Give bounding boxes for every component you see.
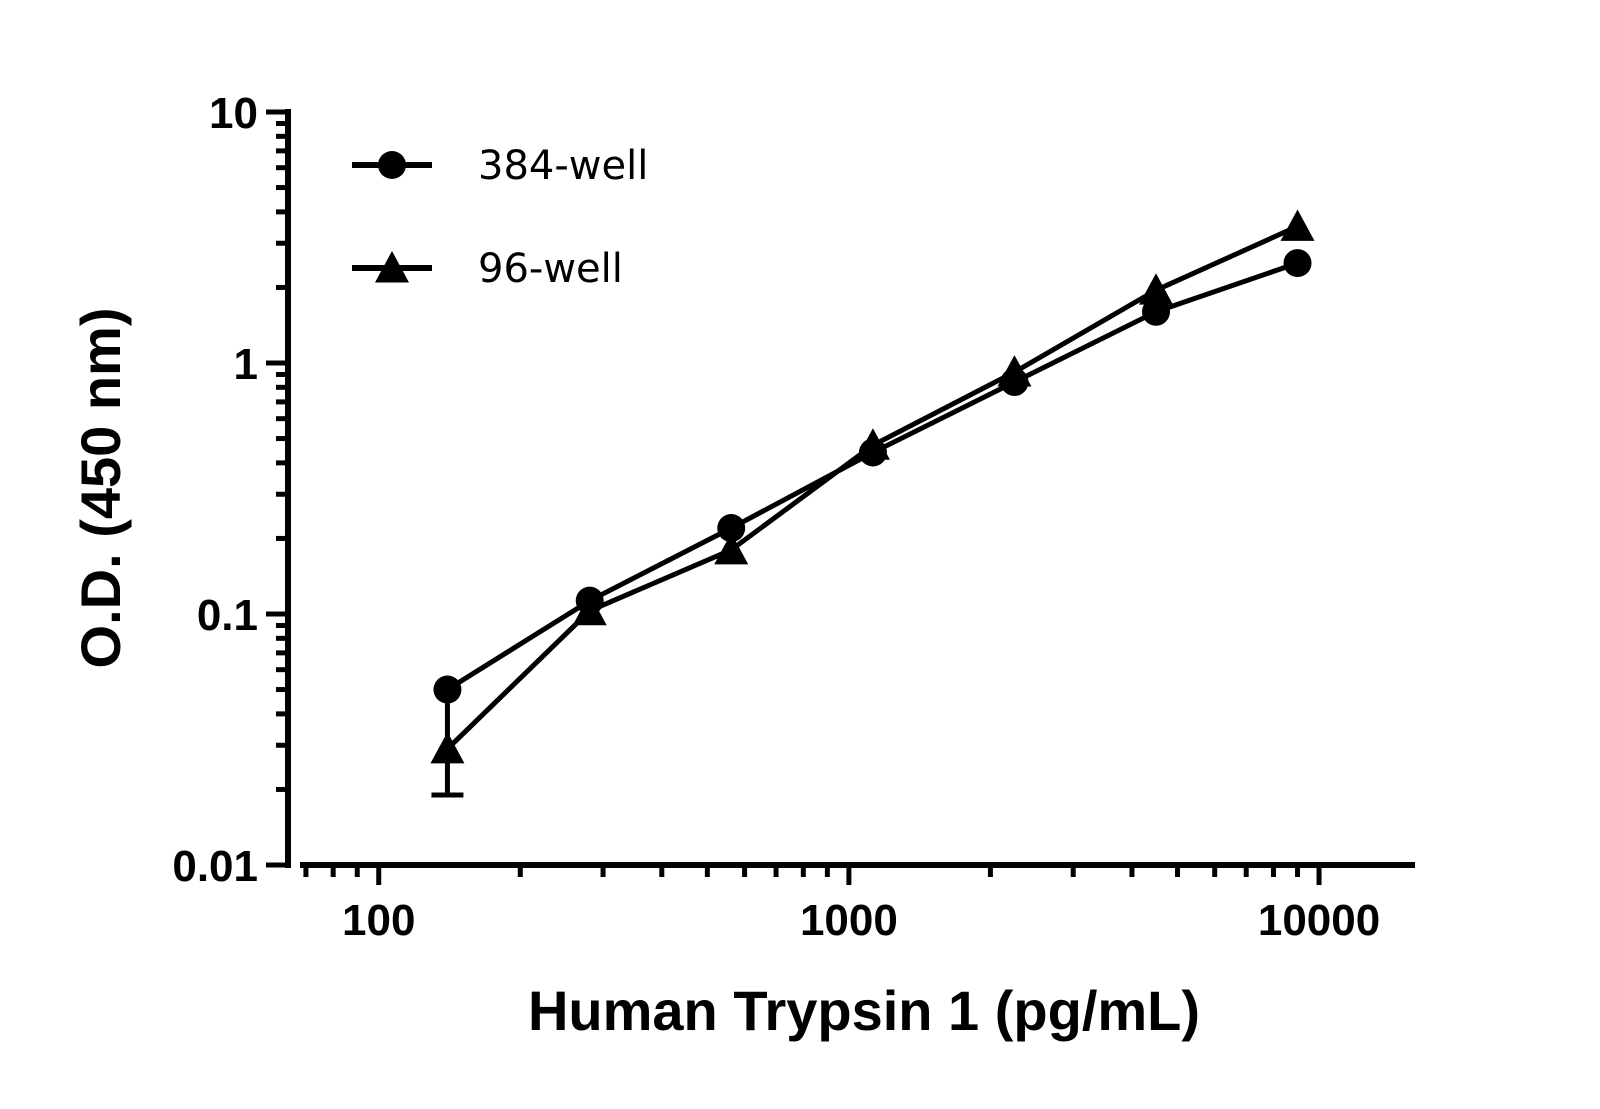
y-tick-label: 0.01	[172, 842, 258, 891]
legend: 384-well 96-well	[352, 143, 648, 292]
data-point	[997, 355, 1032, 387]
data-point	[1138, 273, 1173, 305]
y-tick-label: 0.1	[197, 591, 258, 640]
x-axis-title: Human Trypsin 1 (pg/mL)	[528, 979, 1200, 1042]
y-tick-label: 10	[209, 89, 258, 138]
data-point	[433, 675, 462, 704]
legend-marker	[375, 251, 409, 283]
series-2	[430, 209, 1315, 798]
data-point	[1280, 209, 1315, 241]
data-point	[1141, 297, 1170, 326]
x-tick-label: 10000	[1258, 896, 1380, 945]
y-tick-label: 1	[234, 340, 258, 389]
data-point	[855, 428, 890, 460]
x-tick-label: 1000	[800, 896, 898, 945]
data-point	[714, 532, 749, 565]
axes: 100 1000 10000 0.01 0.1 1 10	[172, 89, 1415, 945]
legend-label: 96-well	[478, 246, 623, 292]
legend-label: 384-well	[478, 143, 648, 189]
series-layer	[430, 209, 1315, 798]
data-point	[572, 593, 607, 626]
data-point	[1283, 249, 1312, 278]
y-axis-title: O.D. (450 nm)	[69, 308, 132, 669]
data-point	[430, 731, 465, 764]
legend-marker	[378, 151, 406, 179]
legend-item: 384-well	[352, 143, 648, 189]
legend-item: 96-well	[352, 246, 623, 292]
data-point	[717, 514, 746, 543]
x-tick-label: 100	[342, 896, 415, 945]
